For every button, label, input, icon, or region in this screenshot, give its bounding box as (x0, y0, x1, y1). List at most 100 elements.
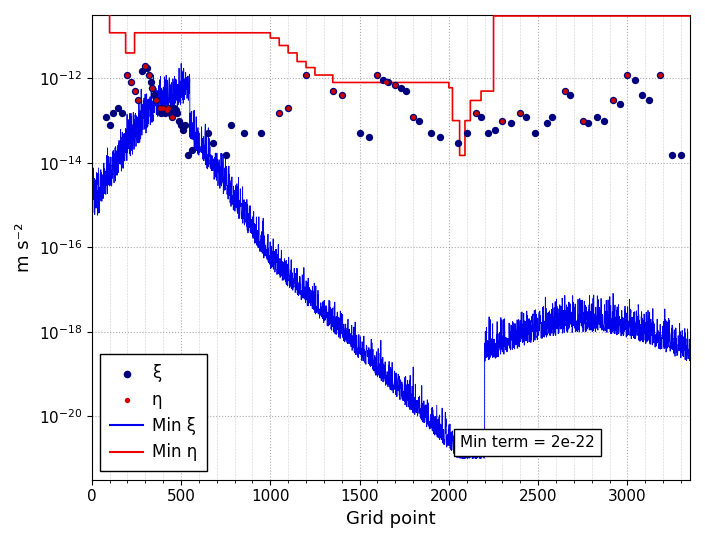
Point (675, 151, 687, 160)
Point (274, 109, 285, 117)
Point (207, 138, 219, 147)
Point (157, 104, 168, 112)
Point (559, 87, 570, 96)
Point (226, 121, 237, 129)
Point (300, 71, 312, 79)
Point (643, 96, 654, 105)
Point (629, 76, 640, 85)
Point (381, 78, 392, 87)
Point (133, 96, 144, 105)
Point (608, 96, 619, 105)
Point (497, 116, 508, 125)
Point (336, 91, 348, 99)
Point (122, 71, 133, 79)
Point (390, 80, 401, 89)
Point (100, 113, 111, 122)
Point (161, 105, 172, 114)
Point (327, 87, 338, 96)
Point (591, 113, 603, 122)
Point (220, 151, 231, 160)
Point (482, 129, 493, 138)
Point (150, 96, 161, 105)
Point (582, 118, 594, 127)
Point (133, 96, 144, 105)
Point (577, 116, 589, 125)
Point (400, 87, 412, 96)
Point (116, 109, 128, 117)
Point (166, 113, 178, 122)
Point (541, 118, 553, 127)
Point (363, 133, 374, 142)
Point (173, 116, 185, 125)
Point (168, 104, 180, 112)
Point (327, 87, 338, 96)
Point (475, 113, 486, 122)
Point (156, 109, 167, 117)
Point (154, 104, 165, 112)
Text: Min term = 2e-22: Min term = 2e-22 (460, 435, 594, 450)
Point (470, 109, 482, 117)
Point (461, 129, 472, 138)
Point (654, 71, 666, 79)
Point (515, 109, 526, 117)
Point (125, 78, 137, 87)
Point (565, 91, 576, 99)
Point (390, 80, 401, 89)
Point (407, 113, 419, 122)
Point (159, 109, 171, 117)
Point (383, 78, 394, 87)
Point (107, 109, 118, 117)
Point (143, 71, 154, 79)
Point (122, 71, 133, 79)
Point (622, 71, 633, 79)
Point (129, 87, 140, 96)
Point (202, 129, 214, 138)
Point (172, 109, 183, 117)
Point (608, 96, 619, 105)
Point (452, 138, 463, 147)
Point (505, 118, 517, 127)
Point (372, 71, 383, 79)
Point (140, 61, 151, 70)
Point (577, 116, 589, 125)
Legend: ξ, η, Min ξ, Min η: ξ, η, Min ξ, Min η (100, 355, 207, 471)
Point (470, 109, 482, 117)
Point (666, 151, 678, 160)
Point (622, 71, 633, 79)
Point (145, 78, 157, 87)
Point (434, 133, 446, 142)
Point (654, 71, 666, 79)
Point (140, 61, 151, 70)
Point (147, 84, 158, 92)
Point (183, 151, 194, 160)
Y-axis label: m s⁻²: m s⁻² (15, 223, 33, 272)
Point (186, 146, 197, 155)
Point (176, 121, 187, 129)
Point (161, 105, 172, 114)
Point (497, 116, 508, 125)
Point (529, 129, 540, 138)
Point (615, 99, 626, 108)
Point (177, 125, 188, 134)
Point (256, 129, 267, 138)
Point (599, 116, 610, 125)
Point (413, 116, 424, 125)
Point (520, 113, 532, 122)
Point (490, 125, 501, 134)
Point (149, 91, 160, 99)
Point (104, 121, 115, 129)
Point (143, 71, 154, 79)
Point (166, 113, 178, 122)
Point (395, 84, 406, 92)
Point (354, 129, 365, 138)
Point (300, 71, 312, 79)
Point (274, 109, 285, 117)
Point (238, 129, 249, 138)
Point (515, 109, 526, 117)
Point (125, 78, 137, 87)
Point (377, 76, 388, 85)
Point (147, 84, 158, 92)
Point (163, 104, 174, 112)
X-axis label: Grid point: Grid point (346, 510, 436, 528)
Point (636, 91, 647, 99)
